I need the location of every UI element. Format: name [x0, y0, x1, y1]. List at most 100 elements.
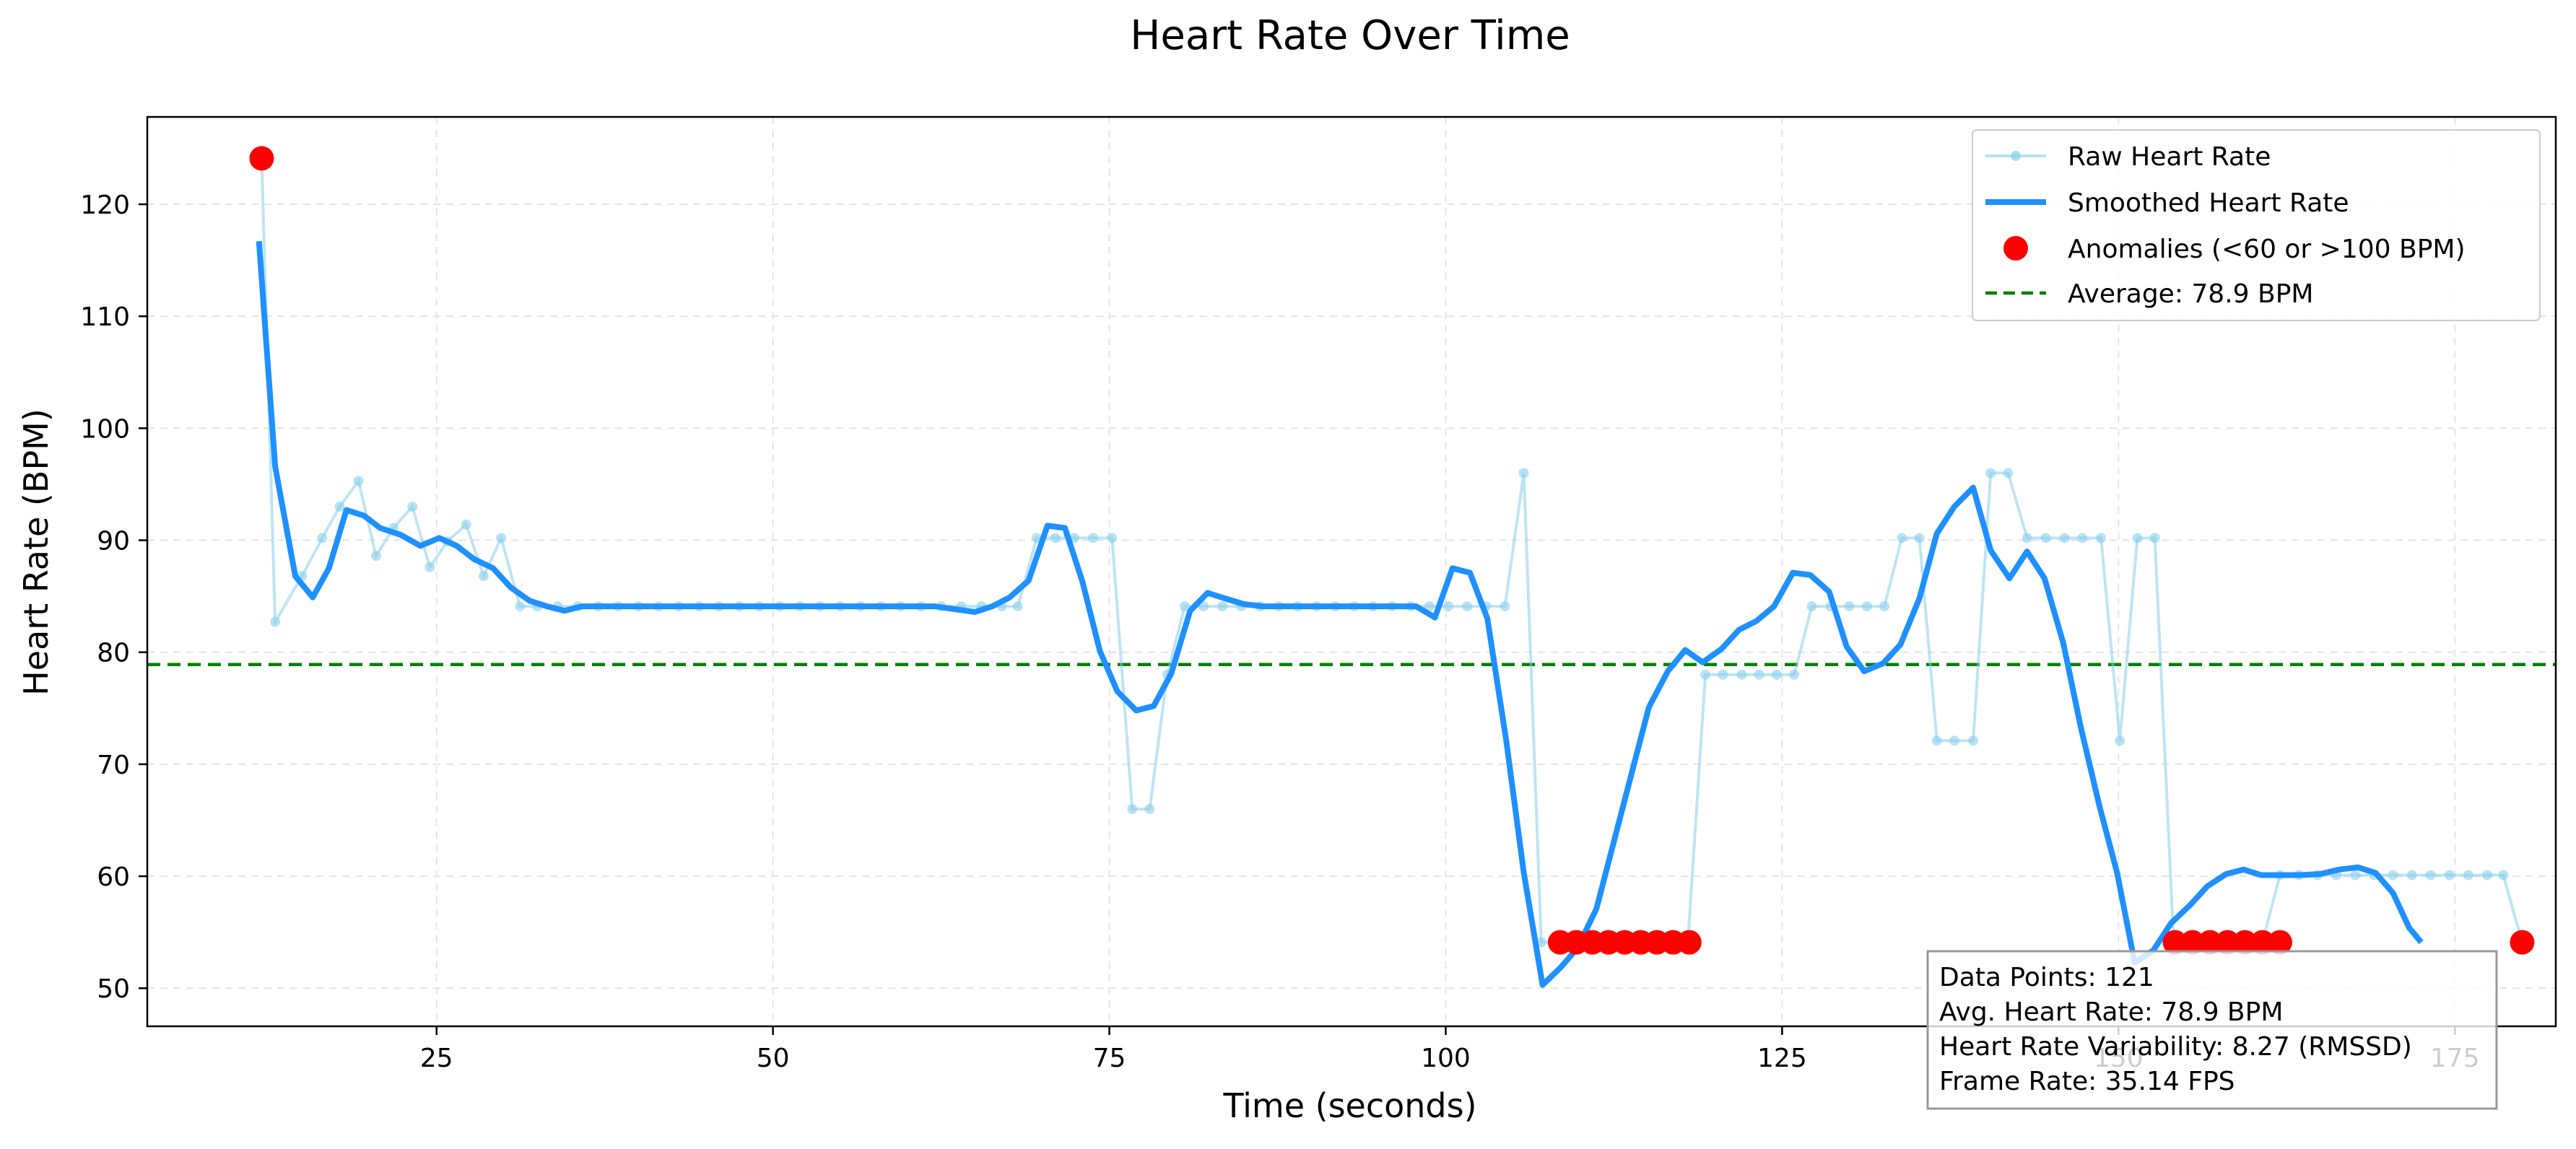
- raw-heart-rate-point: [1179, 601, 1190, 612]
- raw-heart-rate-point: [425, 562, 435, 572]
- y-tick-label: 90: [97, 527, 130, 556]
- raw-heart-rate-point: [1198, 601, 1209, 612]
- raw-heart-rate-point: [1127, 803, 1138, 814]
- raw-heart-rate-point: [2425, 870, 2436, 881]
- legend-label: Anomalies (<60 or >100 BPM): [2068, 235, 2466, 264]
- raw-heart-rate-point: [496, 533, 507, 543]
- raw-heart-rate-point: [1088, 533, 1099, 543]
- anomaly-point: [2250, 930, 2275, 955]
- y-axis-label: Heart Rate (BPM): [17, 409, 56, 696]
- raw-heart-rate-point: [1050, 533, 1061, 543]
- raw-heart-rate-point: [478, 571, 489, 582]
- legend-box: [1972, 129, 2541, 321]
- anomaly-point: [2215, 930, 2240, 955]
- raw-heart-rate-point: [461, 519, 471, 530]
- raw-heart-rate-point: [1462, 601, 1473, 612]
- anomaly-point: [2162, 930, 2188, 955]
- y-tick-label: 70: [97, 751, 130, 780]
- raw-heart-rate-point: [2059, 533, 2070, 543]
- raw-heart-rate-point: [2388, 870, 2398, 881]
- raw-heart-rate-point: [1217, 601, 1228, 612]
- raw-heart-rate-point: [2003, 468, 2014, 479]
- legend-label: Average: 78.9 BPM: [2068, 279, 2313, 309]
- info-box-line: Avg. Heart Rate: 78.9 BPM: [1939, 997, 2283, 1027]
- raw-heart-rate-point: [407, 502, 418, 512]
- raw-heart-rate-point: [270, 616, 281, 627]
- raw-heart-rate-point: [1424, 601, 1435, 612]
- raw-heart-rate-point: [353, 476, 364, 486]
- raw-heart-rate-point: [1949, 735, 1959, 746]
- raw-heart-rate-point: [1861, 601, 1872, 612]
- raw-heart-rate-point: [1897, 533, 1907, 543]
- raw-heart-rate-point: [1518, 468, 1529, 479]
- legend-label: Smoothed Heart Rate: [2068, 188, 2349, 218]
- raw-heart-rate-point: [1771, 669, 1782, 680]
- raw-heart-rate-point: [2132, 533, 2143, 543]
- chart-title: Heart Rate Over Time: [1130, 12, 1570, 59]
- plot-frame: [146, 115, 2557, 1028]
- raw-heart-rate-point: [1879, 601, 1890, 612]
- raw-heart-rate-point: [2149, 533, 2160, 543]
- anomaly-point: [2232, 930, 2258, 955]
- y-tick-label: 50: [97, 974, 130, 1004]
- anomaly-point: [2180, 930, 2205, 955]
- y-tick-label: 80: [97, 639, 130, 668]
- y-tick-label: 100: [80, 414, 130, 444]
- y-tick-label: 60: [97, 862, 130, 892]
- info-box-line: Data Points: 121: [1939, 963, 2154, 992]
- legend: Raw Heart Rate Smoothed Heart Rate Anomali…: [1972, 129, 2541, 321]
- y-tick-label: 120: [80, 191, 130, 220]
- raw-heart-rate-point: [2463, 870, 2473, 881]
- legend-label: Raw Heart Rate: [2068, 142, 2271, 172]
- raw-heart-rate-point: [1754, 669, 1765, 680]
- raw-heart-rate-point: [2076, 533, 2087, 543]
- anomaly-point: [2198, 930, 2223, 955]
- raw-heart-rate-point: [1700, 669, 1711, 680]
- anomaly-point: [1676, 930, 1702, 955]
- x-tick-label: 75: [1093, 1044, 1126, 1073]
- x-tick-label: 100: [1421, 1044, 1471, 1073]
- legend-anomaly-marker: [2003, 236, 2028, 261]
- raw-heart-rate-point: [1931, 735, 1942, 746]
- raw-heart-rate-point: [370, 551, 381, 562]
- x-tick-label: 50: [757, 1044, 790, 1073]
- smoothed-heart-rate-line: [256, 240, 2424, 988]
- raw-heart-rate-point: [1718, 669, 1728, 680]
- raw-heart-rate-point: [2406, 870, 2417, 881]
- raw-heart-rate-point: [317, 533, 328, 543]
- raw-heart-rate-point: [1985, 468, 1996, 479]
- raw-heart-rate-point: [515, 601, 526, 612]
- x-tick-label: 25: [420, 1044, 453, 1073]
- raw-heart-rate-point: [334, 502, 345, 512]
- anomaly-point: [249, 146, 274, 171]
- raw-heart-rate-point: [2115, 735, 2125, 746]
- info-box-line: Heart Rate Variability: 8.27 (RMSSD): [1939, 1032, 2412, 1062]
- x-axis-label: Time (seconds): [1222, 1086, 1476, 1125]
- raw-heart-rate-point: [1844, 601, 1855, 612]
- series-layer: [147, 146, 2556, 988]
- raw-heart-rate-point: [1914, 533, 1925, 543]
- raw-heart-rate-point: [2444, 870, 2455, 881]
- x-tick-label: 125: [1757, 1044, 1807, 1073]
- y-tick-label: 110: [80, 302, 130, 332]
- raw-heart-rate-point: [1736, 669, 1747, 680]
- info-box-line: Frame Rate: 35.14 FPS: [1939, 1067, 2235, 1096]
- raw-heart-rate-point: [1144, 803, 1155, 814]
- raw-heart-rate-point: [1031, 533, 1042, 543]
- raw-heart-rate-point: [1443, 601, 1454, 612]
- raw-heart-rate-point: [2040, 533, 2051, 543]
- raw-heart-rate-point: [1806, 601, 1817, 612]
- raw-heart-rate-point: [2350, 870, 2361, 881]
- info-box: Data Points: 121 Avg. Heart Rate: 78.9 BP…: [1926, 950, 2498, 1110]
- raw-heart-rate-point: [2498, 870, 2509, 881]
- legend-raw-marker: [2011, 151, 2021, 161]
- raw-heart-rate-point: [1500, 601, 1510, 612]
- raw-heart-rate-point: [2022, 533, 2032, 543]
- raw-heart-rate-point: [1789, 669, 1800, 680]
- info-box-frame: [1926, 950, 2498, 1110]
- raw-heart-rate-point: [2481, 870, 2492, 881]
- anomaly-point: [2267, 930, 2292, 955]
- raw-heart-rate-point: [2096, 533, 2107, 543]
